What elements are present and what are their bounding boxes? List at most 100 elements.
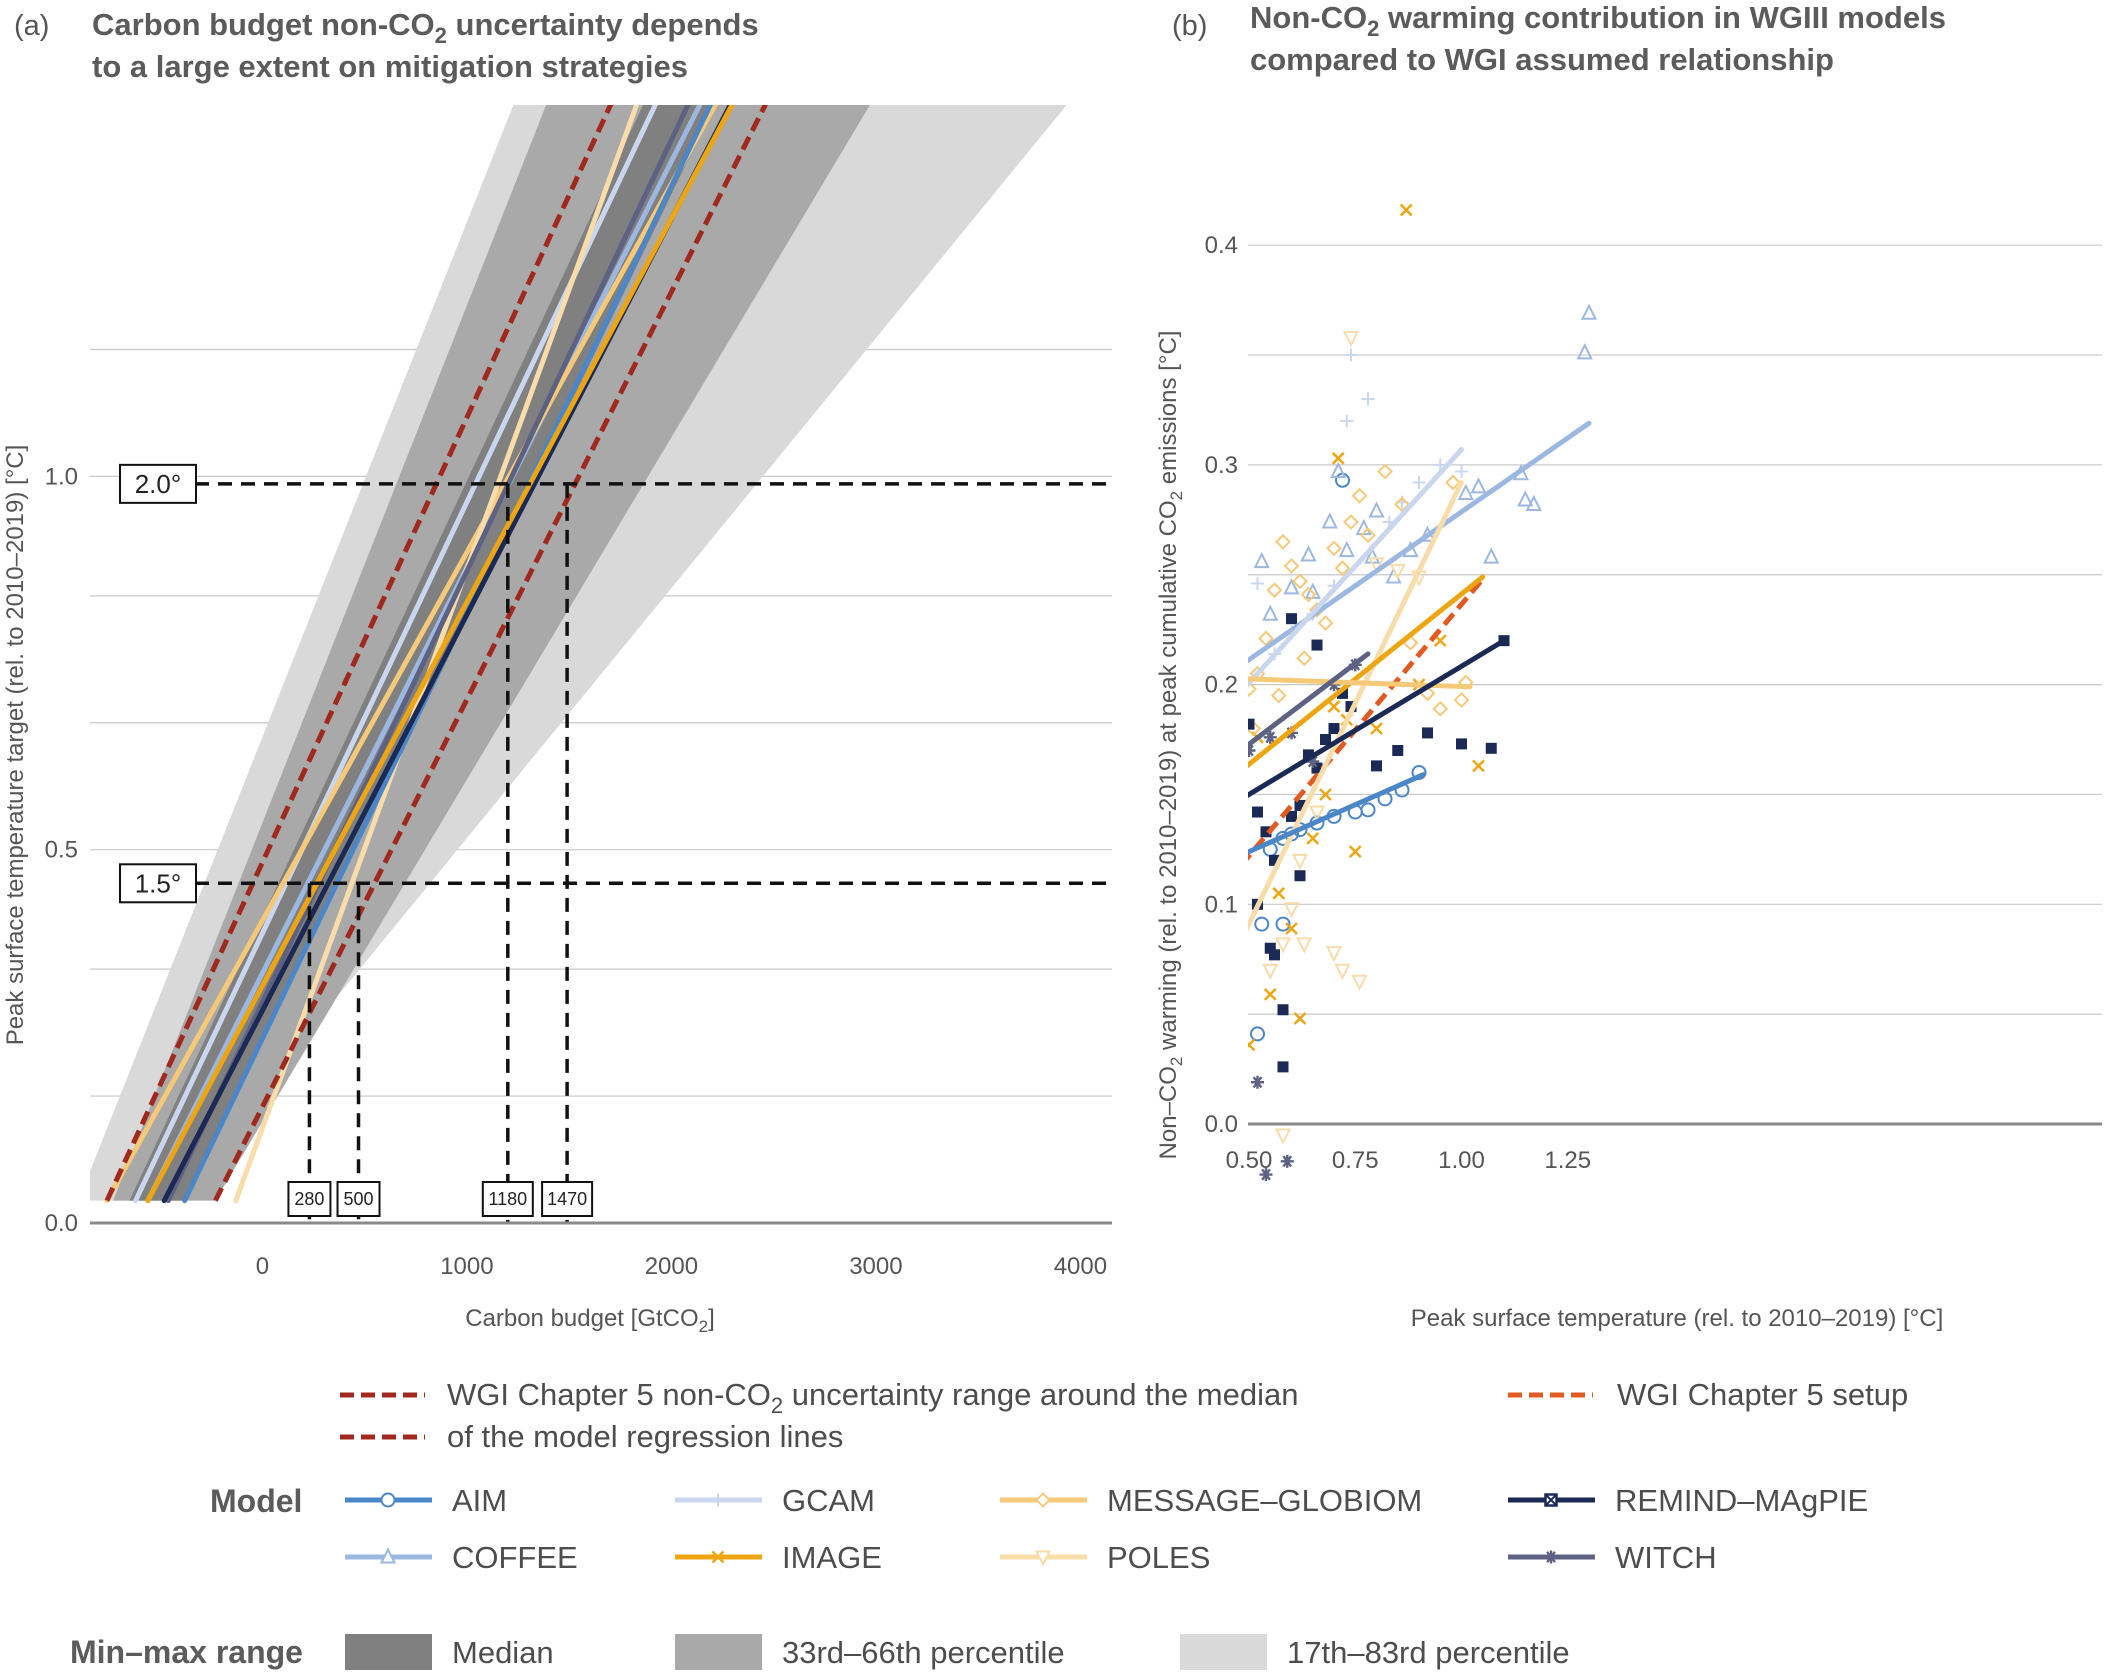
scatter-point-message-globiom: [1326, 540, 1342, 557]
scatter-point-gcam: [1455, 464, 1468, 478]
scatter-point-witch: [1327, 678, 1341, 692]
regression-line-poles: [1248, 479, 1464, 932]
uncertainty-line-lower: [213, 105, 768, 1202]
regression-line-image: [145, 105, 735, 1204]
panel-a-x-tick-label: 4000: [1054, 1253, 1107, 1280]
panel-b-y-tick-label: 0.3: [1205, 452, 1238, 479]
panel-a-x-tick-label: 3000: [849, 1253, 902, 1280]
scatter-point-remind-magpie: [1311, 639, 1323, 651]
panel-a-y-axis-label: Peak surface temperature target (rel. to…: [2, 445, 29, 1046]
panel-b-x-tick-label: 0.50: [1226, 1147, 1273, 1174]
scatter-point-witch: [1306, 754, 1320, 768]
legend-wgi-range-line1: WGI Chapter 5 non-CO2 uncertainty range …: [447, 1377, 1298, 1418]
scatter-point-poles: [1389, 563, 1406, 581]
scatter-point-remind-magpie: [1277, 1004, 1289, 1016]
regression-line-aim: [1248, 772, 1426, 855]
scatter-point-coffee: [1576, 343, 1593, 360]
scatter-point-image: [1235, 1066, 1246, 1077]
regression-line-poles: [233, 105, 640, 1204]
legend-x-marker: [711, 1550, 725, 1564]
legend-plus-marker: [711, 1493, 725, 1507]
scatter-point-gcam: [1344, 348, 1358, 362]
target-label-1-5: 1.5°: [135, 868, 182, 898]
scatter-point-image: [1227, 1046, 1238, 1057]
scatter-point-remind-magpie: [1294, 799, 1306, 811]
panel-b-y-axis-label: Non–CO2 warming (rel. to 2010–2019) at p…: [1155, 331, 1186, 1160]
panel-a-y-tick-label: 1.0: [45, 463, 78, 490]
scatter-point-aim: [1360, 802, 1376, 818]
scatter-point-message-globiom: [1432, 700, 1449, 717]
scatter-point-image: [1370, 722, 1383, 735]
panel-b-x-tick-label: 1.25: [1544, 1147, 1591, 1174]
scatter-point-gcam: [1412, 475, 1426, 489]
regression-line-witch: [1248, 651, 1371, 749]
scatter-point-witch: [1248, 744, 1256, 758]
scatter-point-aim: [1275, 916, 1291, 932]
scatter-point-poles: [1291, 853, 1309, 871]
scatter-point-image: [1331, 451, 1345, 465]
legend-17-83-label: 17th–83rd percentile: [1287, 1635, 1570, 1670]
scatter-point-coffee: [1368, 501, 1385, 518]
scatter-point-remind-magpie: [1269, 949, 1280, 961]
scatter-point-coffee: [1262, 604, 1279, 621]
legend-17-83-swatch: [1180, 1634, 1267, 1670]
legend-33-66-label: 33rd–66th percentile: [782, 1635, 1065, 1670]
legend-label-message-globiom: MESSAGE–GLOBIOM: [1107, 1483, 1422, 1518]
scatter-point-coffee: [1517, 490, 1534, 507]
scatter-point-coffee: [1248, 650, 1249, 652]
scatter-point-witch: [1263, 730, 1277, 744]
legend-median-label: Median: [452, 1635, 554, 1670]
scatter-point-witch: [1280, 1154, 1294, 1168]
scatter-point-image: [1306, 832, 1320, 845]
scatter-point-message-globiom: [1226, 621, 1239, 634]
scatter-point-message-globiom: [1360, 527, 1376, 544]
panel-b-title-line2: compared to WGI assumed relationship: [1250, 42, 1834, 77]
budget-label-500: 500: [343, 1189, 373, 1209]
panel-b-chart: 0.50 0.75 1.00 1.25 0.0 0.1 0.2 0.3 0.4 Peak sur…: [1155, 203, 2102, 1332]
scatter-point-remind-magpie: [1222, 1259, 1233, 1270]
scatter-point-coffee: [1253, 551, 1270, 569]
scatter-point-remind-magpie: [1311, 762, 1323, 774]
scatter-point-message-globiom: [1351, 487, 1368, 504]
scatter-point-gcam: [1192, 731, 1205, 744]
scatter-point-remind-magpie: [1294, 870, 1306, 882]
scatter-point-witch: [1259, 1168, 1273, 1182]
scatter-point-image: [1472, 759, 1485, 773]
scatter-point-image: [1248, 1038, 1256, 1052]
scatter-point-witch: [1175, 1201, 1188, 1214]
scatter-point-message-globiom: [1292, 573, 1308, 590]
scatter-point-witch: [1221, 755, 1234, 768]
scatter-point-image: [1399, 203, 1413, 217]
scatter-point-remind-magpie: [1260, 826, 1272, 838]
panel-a-model-lines: [104, 105, 735, 1204]
legend-circle-marker: [380, 1492, 396, 1508]
legend-diamond-marker: [1035, 1492, 1051, 1508]
legend-label-coffee: COFFEE: [452, 1540, 578, 1575]
panel-b-regression-lines: [1248, 420, 1592, 932]
panel-a-x-axis-label: Carbon budget [GtCO2]: [465, 1305, 715, 1336]
scatter-point-message-globiom: [1283, 558, 1300, 574]
scatter-point-message-globiom: [1275, 533, 1291, 550]
panel-b-letter: (b): [1172, 10, 1207, 42]
scatter-point-message-globiom: [1217, 590, 1230, 603]
budget-label-1180: 1180: [488, 1189, 527, 1209]
panel-b-y-tick-label: 0.2: [1205, 672, 1238, 699]
budget-box-280: [287, 1181, 332, 1217]
regression-line-gcam: [1248, 447, 1464, 688]
uncertainty-line-upper: [104, 105, 614, 1202]
scatter-point-coffee: [1470, 477, 1487, 494]
regression-line-remind-magpie: [1248, 638, 1507, 798]
legend-triangle-up-marker: [379, 1547, 397, 1564]
legend-label-poles: POLES: [1107, 1540, 1210, 1575]
scatter-point-aim: [1254, 916, 1270, 932]
scatter-point-poles: [1334, 963, 1351, 980]
scatter-point-gcam: [1209, 713, 1222, 726]
scatter-point-message-globiom: [1394, 496, 1410, 513]
budget-label-1470: 1470: [547, 1189, 587, 1209]
legend-triangle-down-marker: [1034, 1550, 1052, 1567]
scatter-point-remind-magpie: [1201, 785, 1212, 796]
scatter-point-coffee: [1338, 540, 1355, 558]
budget-label-280: 280: [294, 1189, 324, 1209]
scatter-point-coffee: [1300, 545, 1317, 562]
scatter-point-message-globiom: [1266, 582, 1283, 599]
